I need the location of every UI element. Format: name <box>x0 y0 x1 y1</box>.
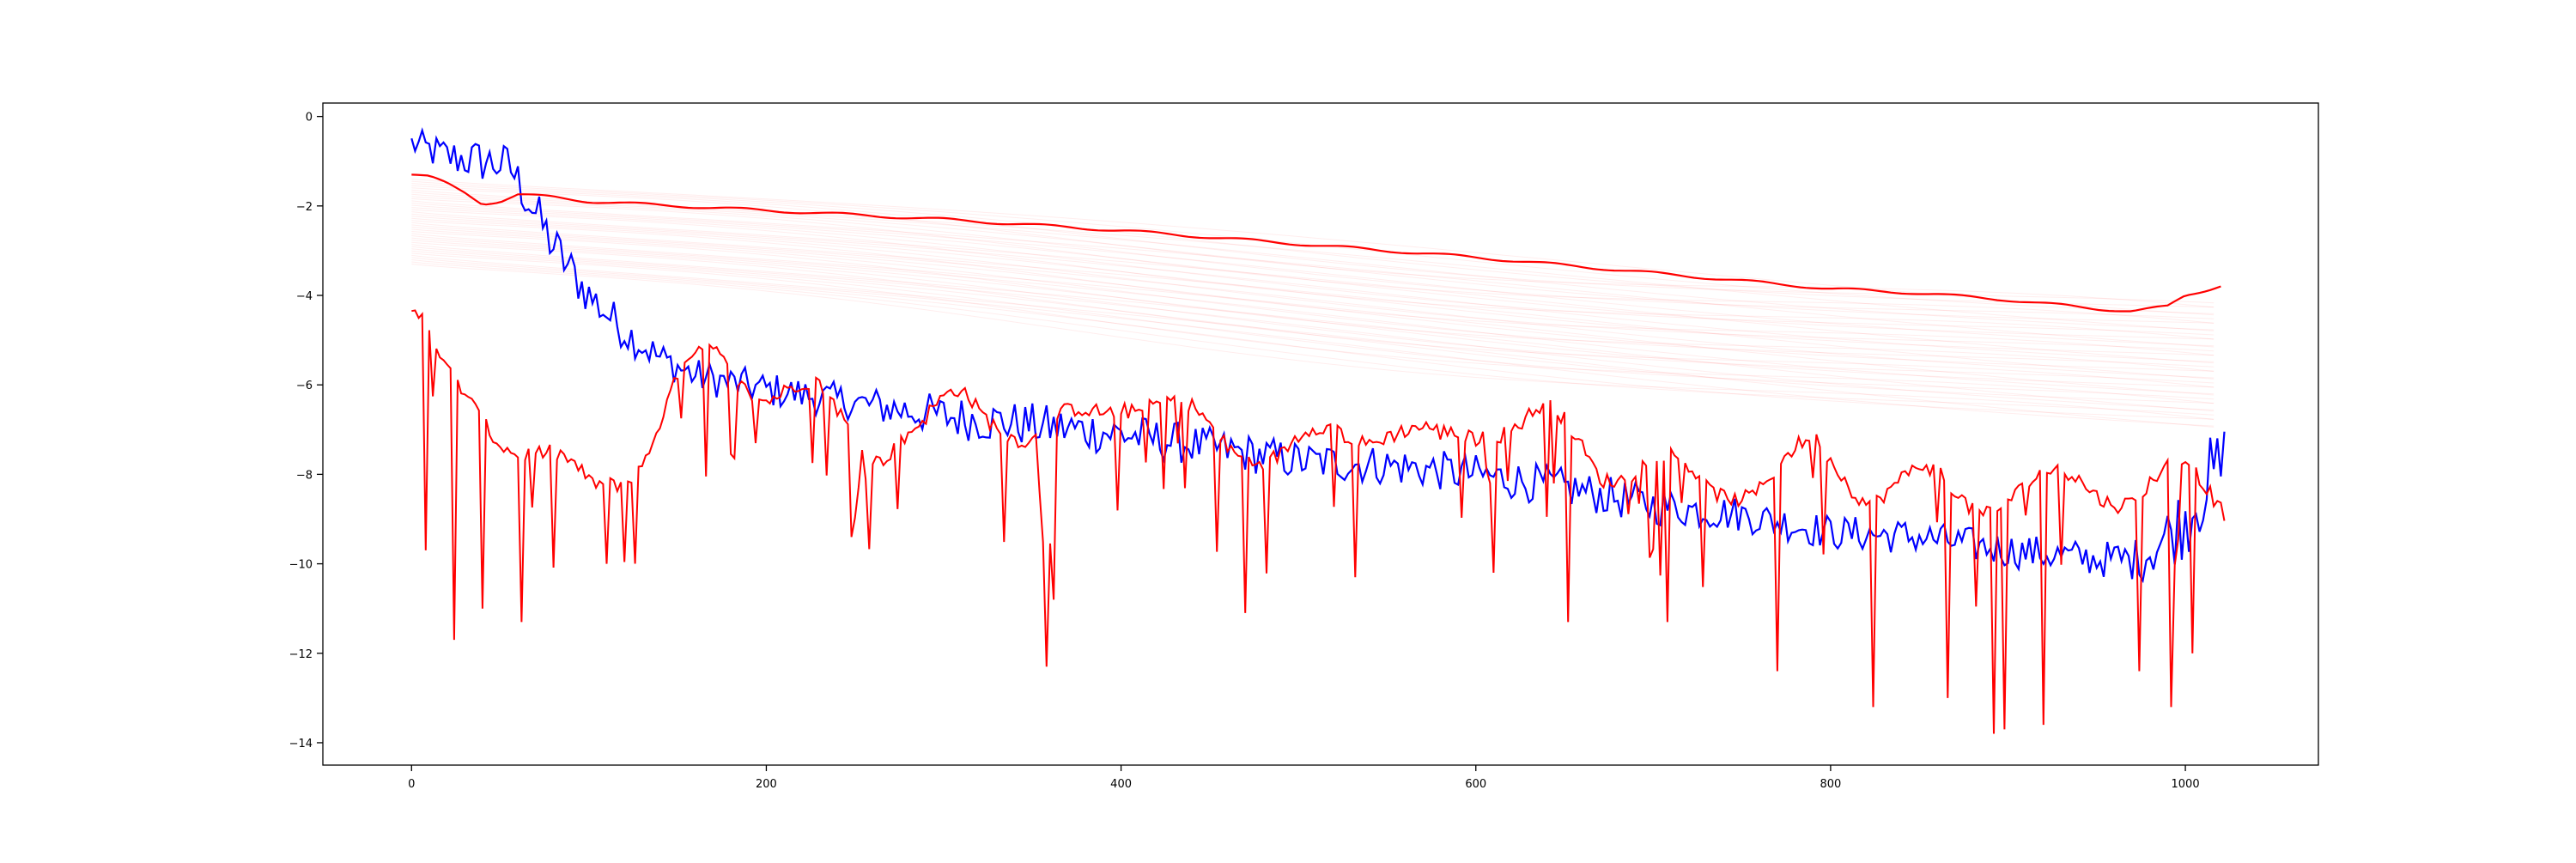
faint-line <box>411 228 2215 368</box>
faint-line <box>411 233 2215 396</box>
faint-line <box>411 252 2215 404</box>
faint-line <box>411 191 2215 331</box>
faint-line <box>411 235 2215 395</box>
faint-line <box>411 259 2215 420</box>
faint-line <box>411 193 2215 324</box>
faint-line <box>411 207 2215 336</box>
y-tick-label: −8 <box>296 469 313 482</box>
faint-line <box>411 244 2215 412</box>
faint-line <box>411 222 2215 380</box>
faint-line <box>411 211 2215 364</box>
y-tick-label: −14 <box>289 738 313 751</box>
faint-line <box>411 237 2215 388</box>
faint-line <box>411 200 2215 348</box>
series-line-blue <box>410 127 2226 584</box>
faint-line <box>411 250 2215 400</box>
faint-line <box>411 264 2215 420</box>
x-axis: 0 200 400 600 800 1000 <box>408 765 2200 791</box>
axes-frame <box>322 102 2319 766</box>
y-tick-label: −6 <box>296 380 313 392</box>
faint-line <box>411 198 2215 324</box>
x-tick-label: 200 <box>756 778 777 791</box>
faint-line <box>411 254 2215 428</box>
faint-line <box>411 231 2215 372</box>
series-group <box>410 127 2226 734</box>
faint-line <box>411 217 2215 352</box>
y-tick-label: −10 <box>289 559 313 572</box>
x-tick-label: 800 <box>1820 778 1841 791</box>
y-tick-label: −4 <box>296 290 313 303</box>
series-line-red-upper <box>411 173 2221 313</box>
faint-line <box>411 179 2215 316</box>
faint-line <box>411 204 2215 340</box>
faint-line <box>411 183 2215 308</box>
faint-line <box>411 213 2215 362</box>
series-line-red-lower <box>411 309 2226 734</box>
x-tick-label: 400 <box>1110 778 1132 791</box>
faint-line <box>411 203 2215 347</box>
y-tick-label: −12 <box>289 648 313 661</box>
y-tick-label: −2 <box>296 201 313 214</box>
y-tick-label: 0 <box>306 112 313 125</box>
faint-line <box>411 240 2215 384</box>
faint-line <box>411 226 2215 372</box>
faint-line <box>411 224 2215 379</box>
faint-line <box>411 261 2215 416</box>
x-tick-label: 1000 <box>2172 778 2200 791</box>
faint-line <box>411 196 2215 319</box>
x-tick-label: 0 <box>408 778 415 791</box>
y-axis: 0 −2 −4 −6 −8 −10 −12 −14 <box>289 112 323 751</box>
x-tick-label: 600 <box>1465 778 1486 791</box>
faint-line <box>411 216 2215 356</box>
faint-line <box>411 220 2215 356</box>
faint-line <box>411 246 2215 410</box>
faint-line <box>411 248 2215 404</box>
faint-line <box>411 241 2215 388</box>
faint-line <box>411 257 2215 427</box>
faint-line <box>411 209 2215 340</box>
faint-line <box>411 187 2215 308</box>
